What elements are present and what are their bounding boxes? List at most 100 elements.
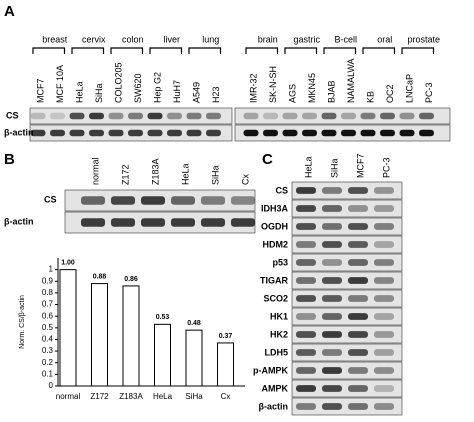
- group-label: B-cell: [334, 34, 357, 44]
- band: [81, 218, 105, 227]
- band: [322, 259, 342, 266]
- band: [296, 349, 316, 356]
- band: [348, 223, 368, 230]
- band: [147, 112, 163, 120]
- y-axis-title: Norm. CS/β-actin: [19, 295, 26, 349]
- lane-label: AGS: [287, 84, 297, 103]
- band: [348, 349, 368, 356]
- lane-label: MCF7: [35, 79, 45, 104]
- band: [374, 331, 394, 338]
- panel-label: C: [262, 151, 273, 168]
- blot-strip: [291, 379, 403, 398]
- blot-strip: [291, 235, 403, 254]
- bar: [217, 342, 234, 387]
- group-label: colon: [122, 34, 144, 44]
- bar: [59, 269, 77, 387]
- band: [302, 112, 317, 120]
- group-label: cervix: [82, 34, 106, 44]
- lane-label: Cx: [240, 174, 250, 185]
- y-tick-label: 0.7: [42, 300, 54, 309]
- group-bracket: [284, 47, 318, 54]
- band: [282, 129, 298, 137]
- band: [374, 205, 394, 212]
- lane-label: MCF7: [355, 154, 365, 179]
- band: [263, 112, 278, 120]
- panel-label: A: [4, 3, 15, 20]
- lane-label: PC-3: [424, 82, 434, 103]
- band: [348, 277, 368, 284]
- x-tick-label: HeLa: [153, 392, 173, 401]
- band: [348, 295, 368, 302]
- band: [348, 403, 368, 410]
- row-label: β-actin: [4, 127, 34, 137]
- band: [201, 196, 225, 205]
- band: [296, 385, 316, 392]
- blot-strip: [291, 289, 403, 308]
- lane-label: BJAB: [326, 80, 336, 103]
- row-label: CS: [6, 110, 19, 120]
- band: [147, 129, 163, 137]
- group-bracket: [71, 47, 105, 54]
- row-label: HK1: [270, 311, 288, 321]
- band: [243, 112, 259, 120]
- band: [374, 385, 394, 392]
- band: [296, 331, 316, 338]
- band: [348, 313, 368, 320]
- row-label: CS: [44, 194, 57, 204]
- lane-label: MKN45: [307, 73, 317, 103]
- row-label: p53: [272, 257, 288, 267]
- band: [322, 241, 342, 248]
- bar: [154, 323, 171, 387]
- x-tick-label: Z183A: [119, 392, 143, 401]
- bar: [91, 283, 108, 387]
- bar: [185, 329, 203, 387]
- lane-label: SK-N-SH: [268, 66, 278, 103]
- lane-label: SiHa: [329, 158, 339, 178]
- band: [419, 112, 434, 120]
- lane-label: MCF 10A: [55, 65, 65, 103]
- band: [374, 367, 394, 374]
- y-tick-label: 0.2: [42, 358, 54, 367]
- band: [296, 187, 316, 194]
- group-bracket: [32, 47, 66, 54]
- lane-label: HeLa: [180, 163, 190, 185]
- band: [108, 112, 124, 120]
- band: [322, 313, 342, 320]
- lane-label: HuH7: [172, 80, 182, 103]
- band: [296, 313, 316, 320]
- panel-label: B: [4, 151, 15, 168]
- band: [399, 112, 415, 120]
- x-tick-label: normal: [56, 392, 81, 401]
- y-tick-label: 0.3: [42, 346, 54, 355]
- row-label: HDM2: [262, 239, 288, 249]
- band: [322, 277, 342, 284]
- band: [186, 112, 202, 120]
- band: [322, 403, 342, 410]
- band: [50, 112, 65, 120]
- lane-label: A549: [191, 82, 201, 103]
- lane-label: OC2: [385, 84, 395, 103]
- group-label: brain: [258, 34, 278, 44]
- group-bracket: [149, 47, 183, 54]
- lane-label: Z172: [120, 164, 130, 185]
- band: [322, 349, 342, 356]
- y-tick-label: 0.9: [42, 276, 54, 285]
- row-label: IDH3A: [261, 203, 289, 213]
- blot-strip: [291, 253, 403, 272]
- band: [348, 187, 368, 194]
- y-tick-label: 1: [49, 265, 54, 274]
- band: [89, 112, 104, 120]
- band: [374, 313, 394, 320]
- band: [171, 196, 195, 205]
- band: [50, 129, 65, 137]
- blot-strip: [291, 325, 403, 344]
- lane-label: SiHa: [210, 165, 220, 185]
- row-label: AMPK: [262, 383, 289, 393]
- band: [128, 129, 143, 137]
- lane-label: SW620: [133, 73, 143, 103]
- group-bracket: [362, 47, 396, 54]
- y-tick-label: 0.8: [42, 288, 54, 297]
- lane-label: normal: [90, 157, 100, 185]
- band: [360, 129, 376, 137]
- band: [348, 241, 368, 248]
